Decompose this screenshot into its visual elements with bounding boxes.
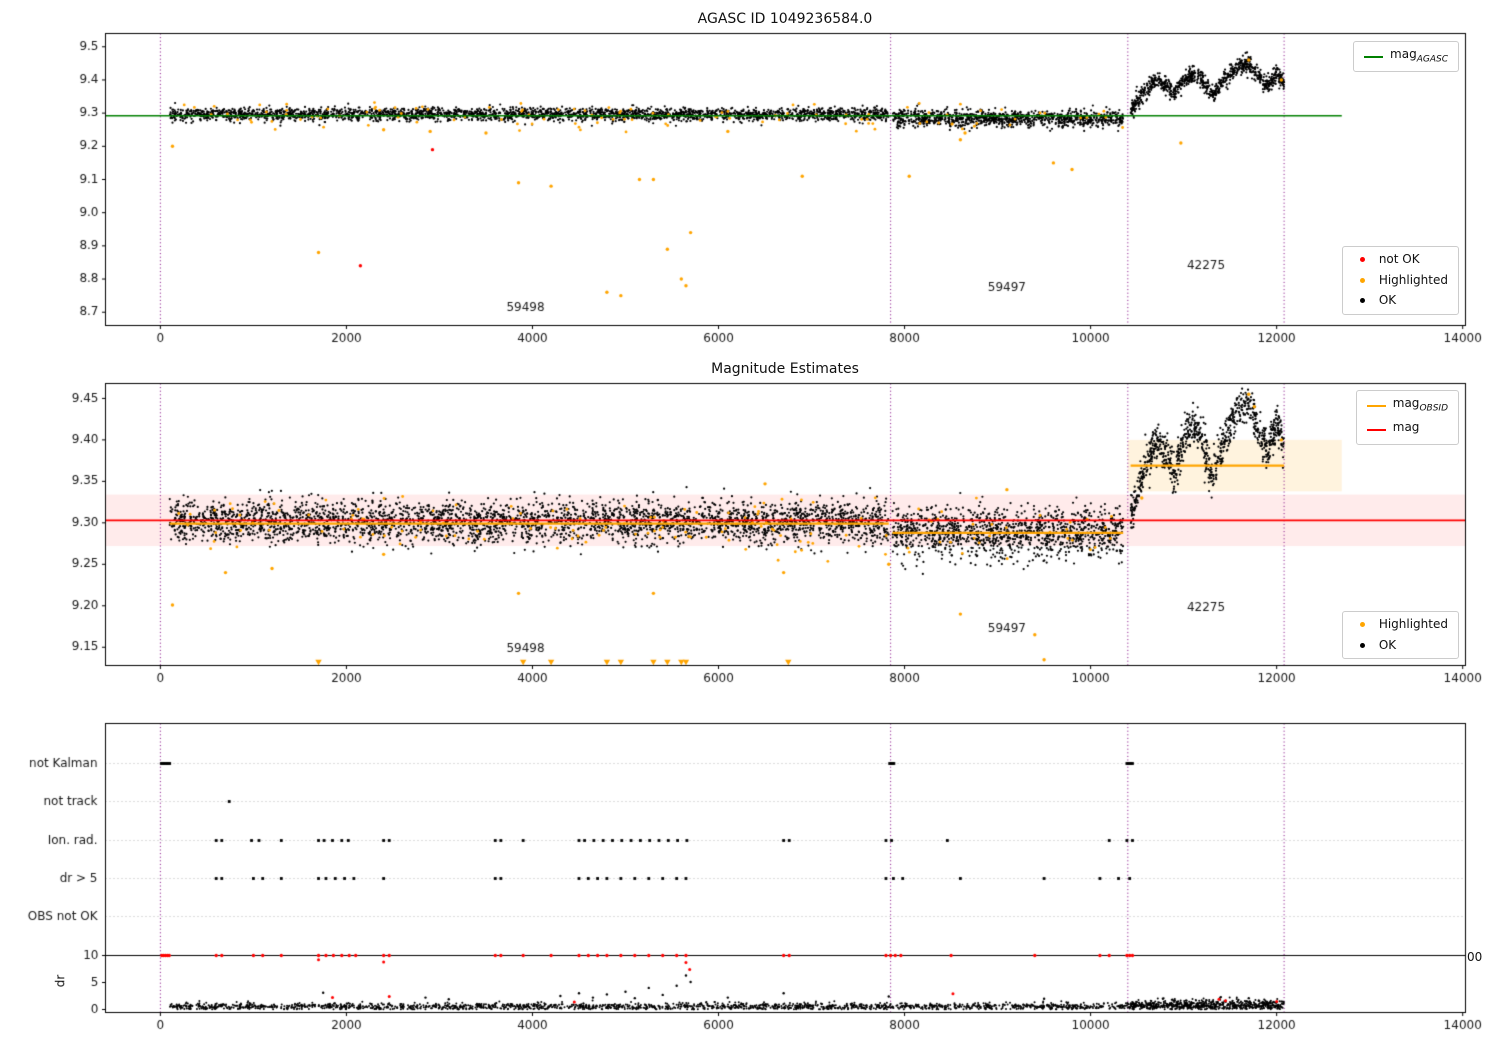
legend-label: magAGASC <box>1390 47 1448 65</box>
legend-item-ok: OK <box>1353 638 1448 654</box>
legend-label: not OK <box>1378 252 1420 266</box>
plot1-title: AGASC ID 1049236584.0 <box>697 11 873 27</box>
legend-marker <box>1353 257 1372 263</box>
legend-item-mag-agasc: magAGASC <box>1364 47 1448 66</box>
legend-label: mag <box>1392 420 1420 435</box>
legend-marker <box>1353 622 1372 628</box>
legend-marker <box>1353 298 1372 304</box>
ok-dot-swatch <box>1359 298 1365 304</box>
mag-obsid-line-swatch <box>1366 404 1386 407</box>
legend-item-highlighted: Highlighted <box>1353 273 1448 289</box>
dr-axis-label: dr <box>53 974 68 988</box>
legend-item-highlighted: Highlighted <box>1353 617 1448 633</box>
legend-marker <box>1366 404 1386 407</box>
legend-mag-lines: magOBSID mag <box>1355 390 1459 446</box>
legend-label: magOBSID <box>1392 396 1448 414</box>
clipped-tick-label: 00 <box>1467 950 1483 964</box>
plot2-title: Magnitude Estimates <box>711 361 859 377</box>
legend-label: Highlighted <box>1378 272 1448 287</box>
legend-marker <box>1364 55 1384 58</box>
legend-item-mag: mag <box>1366 420 1448 439</box>
legend-item-mag-obsid: magOBSID <box>1366 396 1448 415</box>
legend-plot1-points: not OK Highlighted OK <box>1341 246 1459 315</box>
legend-marker <box>1353 277 1372 283</box>
legend-mag-agasc: magAGASC <box>1353 41 1459 73</box>
legend-label: OK <box>1378 293 1397 308</box>
legend-plot2-points: Highlighted OK <box>1341 611 1459 660</box>
legend-marker <box>1353 642 1372 648</box>
legend-item-ok: OK <box>1353 293 1448 309</box>
highlighted-dot-swatch <box>1359 277 1365 283</box>
legend-marker <box>1366 428 1386 431</box>
legend-item-not-ok: not OK <box>1353 252 1448 268</box>
highlighted-dot-swatch <box>1359 622 1365 628</box>
ok-dot-swatch <box>1359 642 1365 648</box>
legend-label: OK <box>1378 637 1397 652</box>
not-ok-dot-swatch <box>1359 257 1365 263</box>
mag-agasc-line-swatch <box>1364 55 1384 58</box>
mag-line-swatch <box>1366 428 1386 431</box>
legend-label: Highlighted <box>1378 617 1448 631</box>
